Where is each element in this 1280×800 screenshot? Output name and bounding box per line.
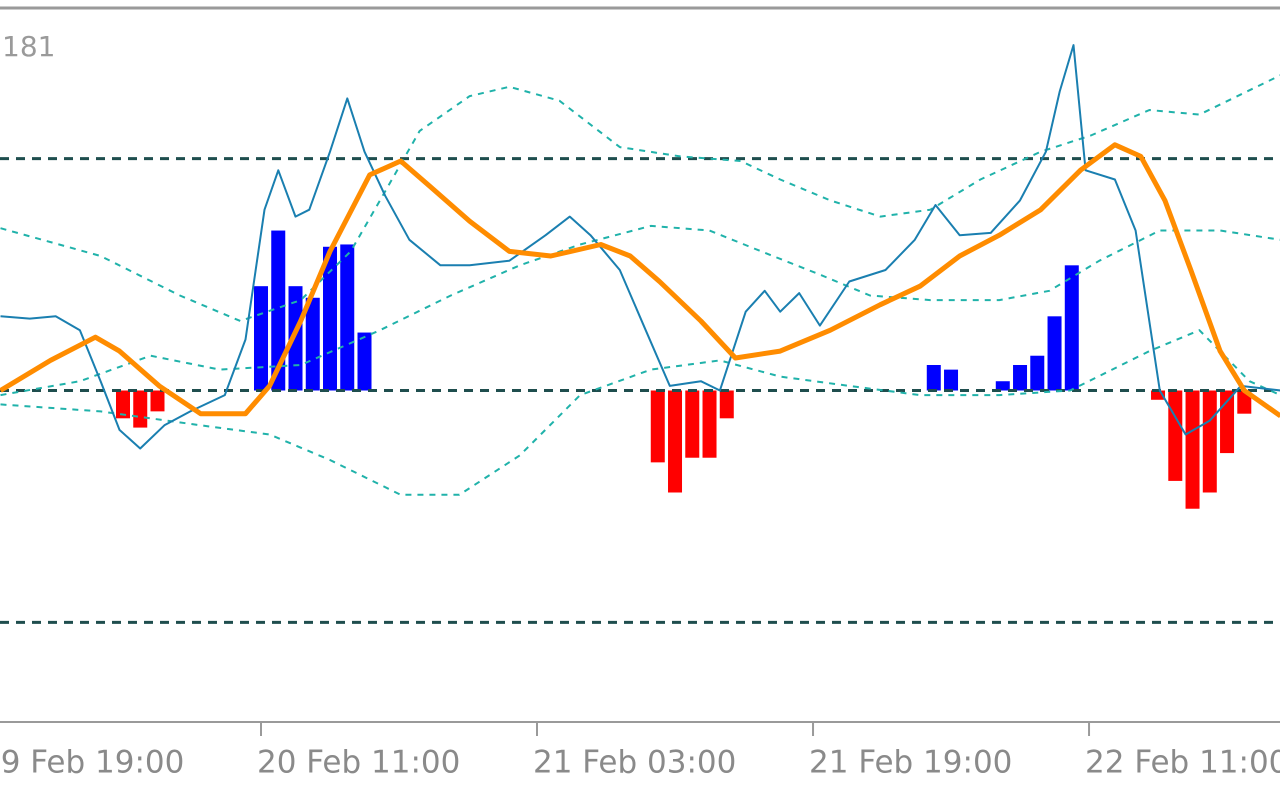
x-tick-label: 21 Feb 19:00: [809, 745, 1012, 781]
histogram-bar: [1185, 390, 1200, 509]
histogram-bar: [271, 230, 286, 391]
x-tick-label: 20 Feb 11:00: [257, 745, 460, 781]
histogram-bar: [305, 297, 320, 391]
histogram-bar: [668, 390, 683, 493]
histogram-bar: [254, 286, 269, 391]
histogram-bar: [702, 390, 717, 458]
histogram-bar: [357, 332, 372, 391]
histogram-bar: [995, 381, 1010, 391]
band-line: [0, 74, 1280, 322]
histogram-bar: [1030, 355, 1045, 391]
histogram-bar: [133, 390, 148, 428]
indicator-label: 181: [2, 30, 55, 63]
histogram-bar: [1202, 390, 1217, 493]
histogram-bar: [1168, 390, 1183, 481]
indicator-line: [0, 142, 1280, 419]
x-tick-label: 22 Feb 11:00: [1085, 745, 1280, 781]
histogram-bar: [1047, 316, 1062, 391]
band-line: [0, 224, 1280, 397]
x-tick-label: 21 Feb 03:00: [533, 745, 736, 781]
x-tick-label: 19 Feb 19:00: [0, 745, 184, 781]
histogram-bar: [150, 390, 165, 412]
histogram-bar: [340, 244, 355, 391]
histogram-bar: [944, 369, 959, 391]
histogram-bar: [1237, 390, 1252, 414]
histogram-bar: [1064, 265, 1079, 391]
histogram-bar: [926, 365, 941, 391]
indicator-line: [0, 44, 1280, 450]
histogram-bar: [1151, 390, 1166, 400]
histogram-bar: [685, 390, 700, 458]
histogram-bar: [650, 390, 665, 463]
band-line: [0, 329, 1280, 496]
histogram-bar: [1013, 365, 1028, 391]
histogram-bar: [719, 390, 734, 419]
histogram-bar: [323, 246, 338, 391]
histogram-bar: [115, 390, 130, 419]
